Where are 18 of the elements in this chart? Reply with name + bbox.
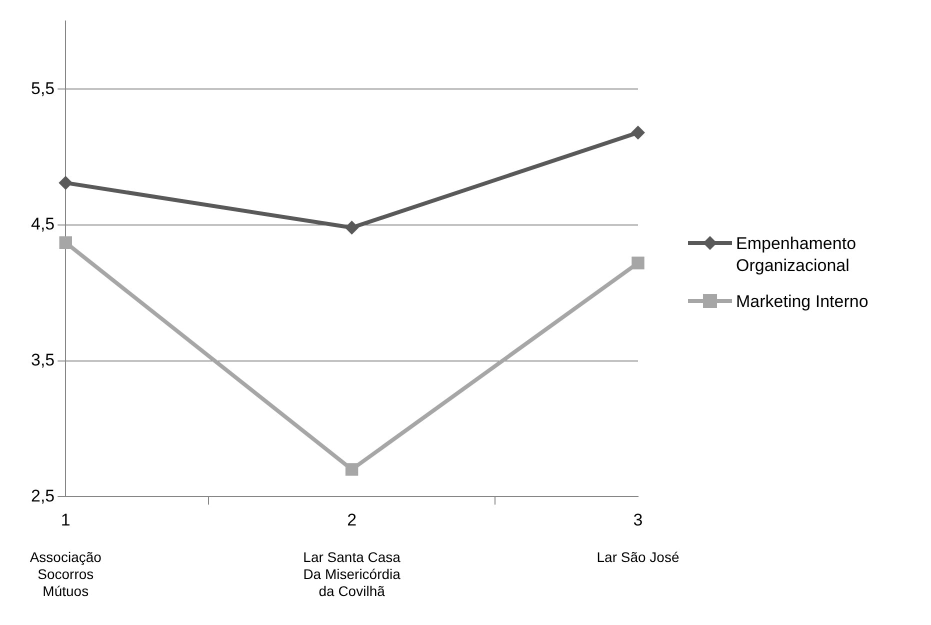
x-tick-label: 3 (633, 510, 643, 530)
point (631, 126, 645, 140)
legend-label: Marketing Interno (736, 290, 868, 312)
y-tick-label: 2,5 (30, 486, 55, 506)
text: Lar São José (596, 548, 680, 565)
y-tick-label: 5,5 (30, 78, 55, 98)
point (58, 176, 73, 190)
point (344, 220, 359, 235)
y-tick-label: 4,5 (30, 214, 55, 234)
text: Associação Socorros Mútuos (30, 548, 102, 599)
x-tick-label: 1 (60, 510, 70, 530)
point (345, 463, 358, 476)
x-tick-label: 2 (347, 510, 357, 530)
point (632, 256, 644, 270)
y-tick-label: 3,5 (30, 350, 55, 370)
point (59, 236, 72, 249)
text: Lar Santa Casa Da Misericórdia da Covilhã (303, 548, 401, 599)
legend-label: Empenhamento Organizacional (736, 232, 858, 276)
